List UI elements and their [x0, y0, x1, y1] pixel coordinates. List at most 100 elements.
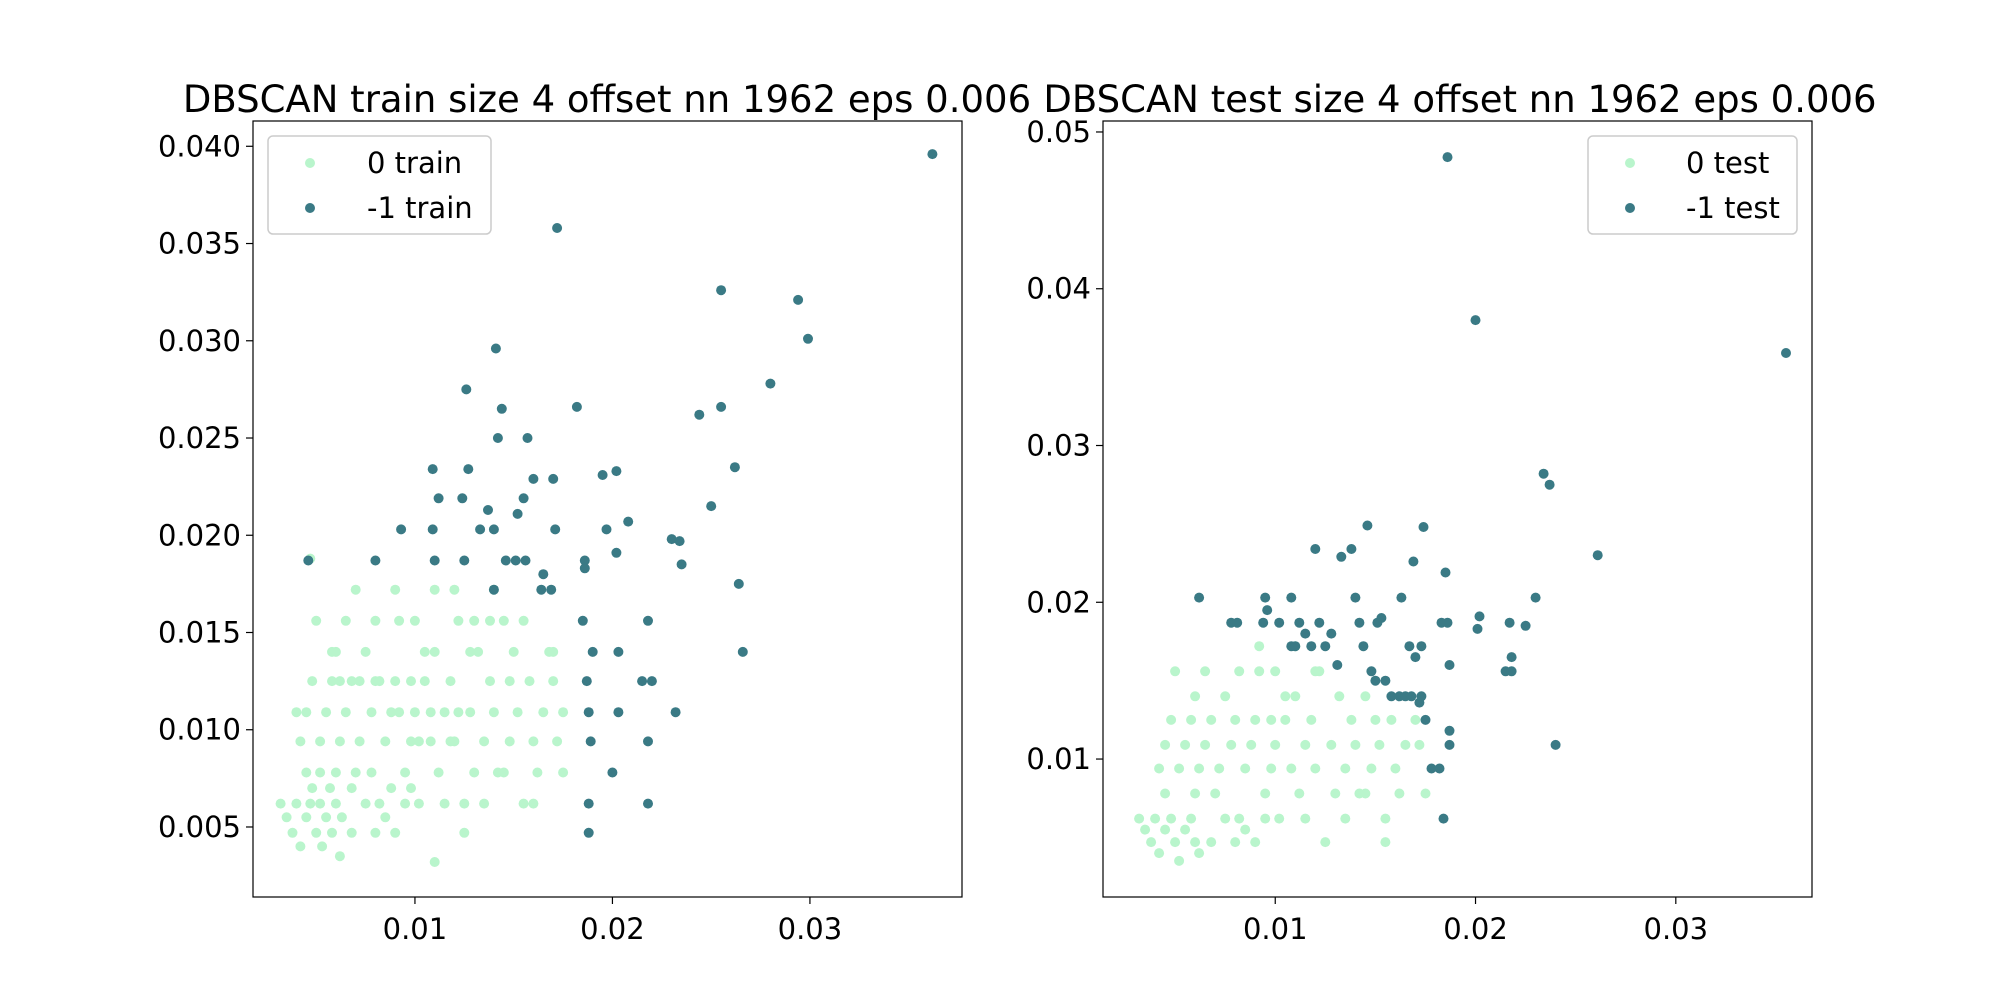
test-point-noise-47	[1444, 739, 1455, 750]
train-point-cluster-98	[548, 646, 559, 657]
train-point-cluster-78	[350, 584, 361, 595]
train-y-tick-label: 0.010	[158, 713, 241, 747]
test-point-cluster-4	[1154, 848, 1165, 859]
train-point-cluster-39	[394, 615, 405, 626]
test-point-cluster-60	[1386, 714, 1397, 725]
train-point-cluster-0	[275, 798, 286, 809]
test-point-cluster-76	[1220, 813, 1231, 824]
train-point-cluster-44	[419, 676, 430, 687]
train-point-cluster-45	[425, 736, 436, 747]
train-point-noise-44	[613, 646, 624, 657]
test-point-noise-62	[1592, 550, 1603, 561]
test-point-cluster-1	[1140, 824, 1151, 835]
train-point-noise-9	[463, 464, 474, 475]
train-point-cluster-9	[315, 798, 326, 809]
test-point-noise-42	[1434, 763, 1445, 774]
test-point-noise-24	[1366, 666, 1377, 677]
train-plot-marks	[275, 149, 938, 867]
train-point-cluster-104	[346, 783, 357, 794]
train-point-cluster-40	[400, 767, 411, 778]
test-point-noise-3	[1258, 617, 1269, 628]
train-point-cluster-36	[380, 736, 391, 747]
train-point-cluster-10	[317, 841, 328, 852]
train-point-cluster-12	[325, 783, 335, 794]
train-point-noise-53	[674, 536, 685, 547]
train-point-cluster-72	[370, 827, 381, 838]
train-point-noise-2	[396, 524, 407, 535]
train-point-cluster-57	[485, 676, 495, 687]
test-plot-legend: 0 test -1 test	[1587, 135, 1798, 235]
train-point-cluster-31	[354, 736, 365, 747]
train-y-tick-label: 0.040	[158, 129, 241, 163]
test-point-cluster-77	[1206, 837, 1217, 848]
train-legend-label-cluster: 0 train	[367, 146, 462, 180]
train-point-cluster-99	[518, 615, 529, 626]
train-point-cluster-109	[445, 736, 456, 747]
test-point-cluster-53	[1350, 739, 1361, 750]
train-point-cluster-4	[295, 841, 306, 852]
train-point-noise-30	[577, 615, 588, 626]
train-point-cluster-64	[518, 798, 529, 809]
test-point-noise-15	[1320, 641, 1331, 652]
train-point-noise-50	[646, 676, 657, 687]
test-point-cluster-62	[1394, 788, 1405, 799]
train-point-cluster-60	[498, 615, 509, 626]
train-point-noise-17	[510, 555, 521, 566]
test-point-cluster-63	[1400, 739, 1411, 750]
test-point-cluster-65	[1414, 739, 1425, 750]
train-point-noise-57	[716, 401, 727, 412]
train-point-cluster-96	[558, 767, 569, 778]
test-point-cluster-16	[1166, 714, 1177, 725]
train-point-noise-20	[520, 555, 531, 566]
test-point-noise-51	[1472, 623, 1483, 634]
test-point-cluster-52	[1346, 714, 1357, 725]
train-point-noise-26	[548, 473, 559, 484]
test-point-cluster-48	[1326, 739, 1337, 750]
train-point-noise-67	[488, 584, 499, 595]
train-point-cluster-111	[485, 615, 495, 626]
train-point-cluster-15	[334, 851, 345, 862]
train-point-cluster-1	[281, 812, 292, 823]
test-point-noise-56	[1506, 666, 1517, 677]
test-point-noise-34	[1406, 691, 1417, 702]
test-point-cluster-66	[1420, 788, 1431, 799]
train-y-tick-label: 0.025	[158, 421, 241, 455]
test-point-cluster-42	[1294, 788, 1305, 799]
train-point-cluster-114	[394, 707, 405, 718]
test-point-cluster-45	[1310, 763, 1321, 774]
train-point-cluster-37	[386, 707, 397, 718]
train-point-noise-24	[538, 569, 549, 580]
test-point-noise-18	[1336, 551, 1347, 562]
train-point-cluster-65	[524, 676, 535, 687]
train-point-cluster-7	[307, 783, 318, 794]
test-point-noise-25	[1370, 675, 1381, 686]
test-x-tick-label: 0.01	[1243, 912, 1308, 946]
test-point-noise-14	[1314, 617, 1325, 628]
train-legend-marker-cluster	[305, 158, 315, 168]
train-point-cluster-91	[419, 646, 430, 657]
test-point-cluster-18	[1174, 763, 1185, 774]
test-point-cluster-9	[1180, 824, 1191, 835]
train-point-cluster-11	[321, 812, 332, 823]
train-point-noise-14	[492, 433, 503, 443]
test-point-noise-44	[1440, 567, 1451, 578]
train-point-cluster-56	[479, 736, 490, 747]
train-point-cluster-28	[340, 707, 351, 718]
test-plot-ticks: 0.01 0.02 0.03 0.01 0.02 0.03 0.04 0.05	[1026, 115, 1708, 946]
train-point-cluster-66	[528, 736, 539, 747]
test-point-cluster-68	[1240, 824, 1251, 835]
test-point-noise-55	[1506, 652, 1517, 663]
test-point-noise-41	[1426, 763, 1437, 774]
train-point-cluster-17	[301, 767, 312, 778]
train-point-noise-43	[613, 707, 624, 718]
test-point-noise-12	[1306, 641, 1317, 652]
test-point-cluster-70	[1260, 813, 1271, 824]
test-point-noise-5	[1262, 605, 1273, 616]
test-point-noise-52	[1474, 611, 1485, 622]
test-point-cluster-57	[1370, 714, 1381, 725]
test-point-cluster-43	[1300, 739, 1311, 750]
test-point-cluster-12	[1194, 848, 1205, 859]
train-point-cluster-61	[504, 736, 515, 747]
train-point-noise-65	[927, 149, 938, 160]
